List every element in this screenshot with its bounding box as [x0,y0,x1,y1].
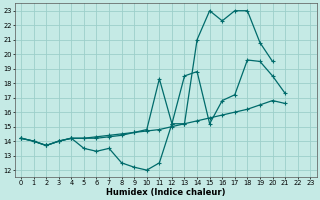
X-axis label: Humidex (Indice chaleur): Humidex (Indice chaleur) [106,188,225,197]
